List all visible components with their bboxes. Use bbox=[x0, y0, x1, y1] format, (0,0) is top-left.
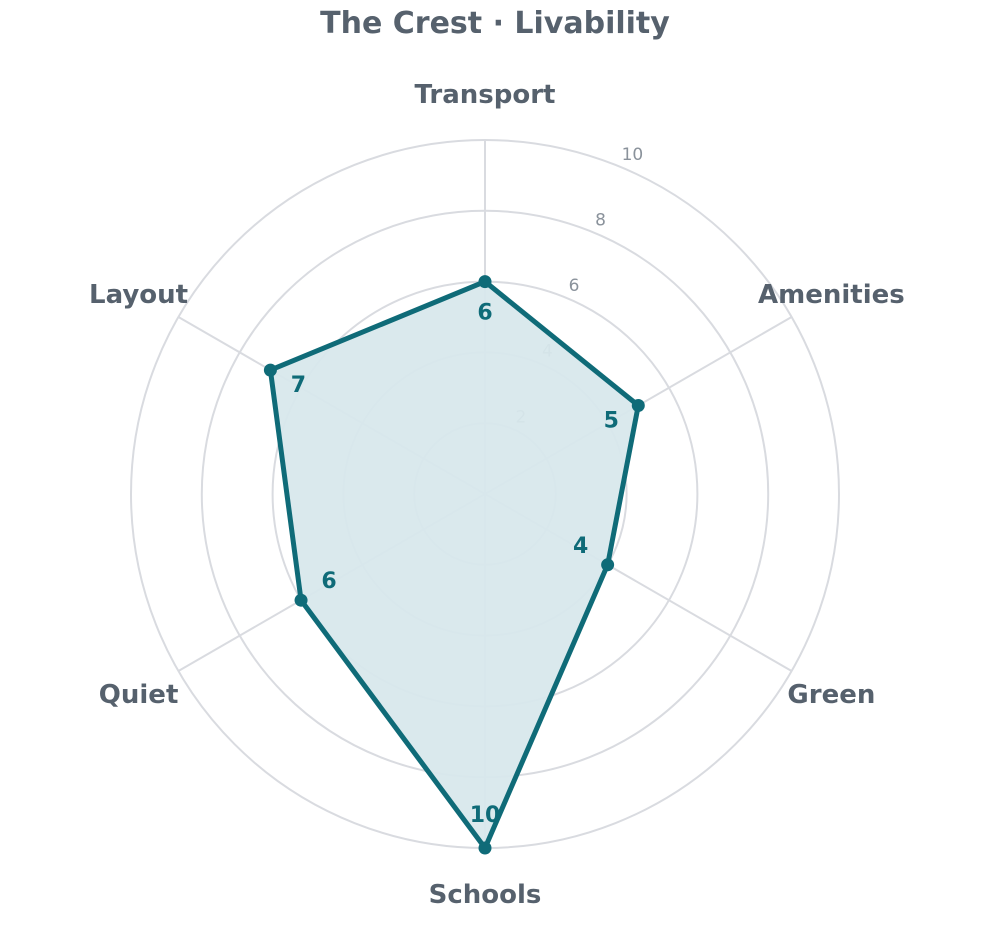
tick-label-8: 8 bbox=[595, 210, 606, 230]
data-label-amenities: 5 bbox=[604, 409, 619, 434]
data-point-amenities bbox=[631, 399, 645, 412]
chart-title: The Crest · Livability bbox=[320, 6, 670, 41]
series-layer bbox=[263, 275, 645, 855]
axis-label-amenities: Amenities bbox=[758, 280, 905, 310]
data-point-schools bbox=[478, 841, 492, 855]
data-label-transport: 6 bbox=[477, 301, 492, 326]
tick-label-6: 6 bbox=[569, 276, 580, 296]
axis-label-schools: Schools bbox=[429, 880, 542, 910]
data-point-green bbox=[601, 558, 615, 572]
data-label-schools: 10 bbox=[470, 803, 501, 828]
data-point-transport bbox=[478, 275, 492, 289]
data-label-green: 4 bbox=[573, 534, 588, 559]
data-label-layout: 7 bbox=[291, 373, 306, 398]
axis-label-green: Green bbox=[787, 680, 875, 710]
axis-label-layout: Layout bbox=[89, 280, 188, 310]
axis-labels: Transport Amenities Green Schools Quiet Layou… bbox=[89, 80, 905, 910]
data-label-quiet: 6 bbox=[321, 569, 336, 594]
axis-label-quiet: Quiet bbox=[99, 680, 179, 710]
data-point-layout bbox=[263, 363, 277, 377]
series-polygon bbox=[267, 279, 641, 851]
axis-label-transport: Transport bbox=[415, 80, 556, 110]
tick-label-10: 10 bbox=[622, 145, 644, 165]
data-labels: 6 5 4 10 6 7 bbox=[291, 301, 619, 828]
data-point-quiet bbox=[294, 593, 308, 607]
